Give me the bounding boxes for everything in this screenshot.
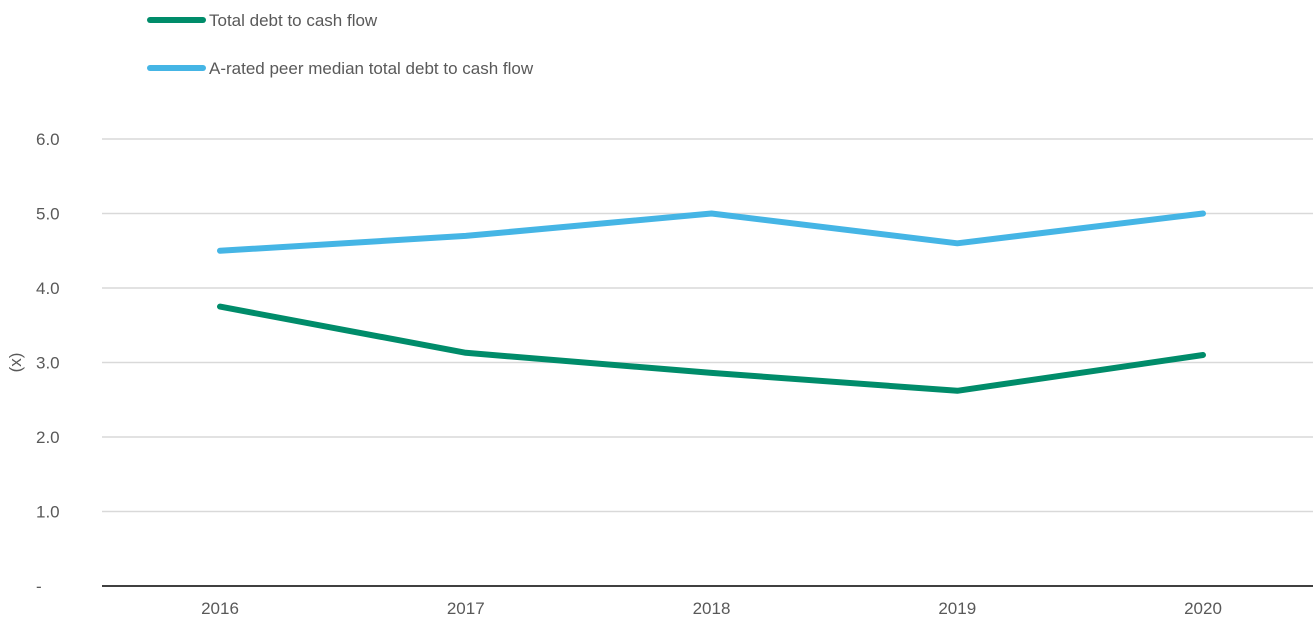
x-tick-label: 2018 [693, 599, 731, 618]
legend-item: Total debt to cash flow [147, 11, 378, 30]
legend-item: A-rated peer median total debt to cash f… [147, 59, 534, 78]
x-axis: 2016 2017 2018 2019 2020 [102, 585, 1313, 618]
y-tick-label: 4.0 [36, 279, 60, 298]
x-tick-label: 2019 [938, 599, 976, 618]
series-line [217, 210, 1206, 254]
x-tick-label: 2020 [1184, 599, 1222, 618]
legend-label: Total debt to cash flow [209, 11, 378, 30]
y-axis-title: (x) [6, 353, 25, 373]
y-tick-label: 6.0 [36, 130, 60, 149]
x-tick-label: 2016 [201, 599, 239, 618]
y-tick-label: 1.0 [36, 503, 60, 522]
x-tick-label: 2017 [447, 599, 485, 618]
y-tick-label: 5.0 [36, 205, 60, 224]
series-lines [217, 210, 1206, 394]
y-tick-label: 3.0 [36, 354, 60, 373]
gridlines [102, 138, 1313, 513]
legend-label: A-rated peer median total debt to cash f… [209, 59, 534, 78]
y-axis: - 1.0 2.0 3.0 4.0 5.0 6.0 (x) [6, 130, 60, 596]
legend: Total debt to cash flow A-rated peer medi… [147, 11, 534, 78]
y-tick-label: - [36, 577, 42, 596]
series-line [217, 303, 1206, 394]
y-tick-label: 2.0 [36, 428, 60, 447]
